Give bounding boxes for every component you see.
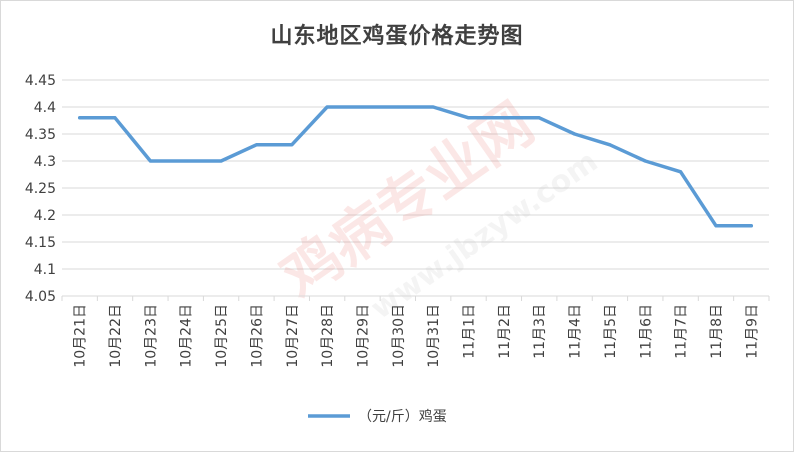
y-tick-label: 4.4 [34, 100, 56, 116]
data-point [184, 159, 188, 163]
x-tick-label: 10月28日 [320, 304, 336, 368]
x-tick-label: 10月25日 [214, 304, 230, 368]
data-point [360, 105, 364, 109]
x-tick-label: 11月8日 [709, 304, 725, 359]
data-point [608, 143, 612, 147]
data-point [679, 170, 683, 174]
x-tick-label: 11月3日 [532, 304, 548, 359]
x-tick-label: 10月26日 [249, 304, 265, 368]
x-tick-label: 10月23日 [143, 304, 159, 368]
y-tick-label: 4.25 [25, 181, 56, 197]
x-tick-label: 11月6日 [638, 304, 654, 359]
x-tick-label: 10月30日 [391, 304, 407, 368]
data-point [714, 224, 718, 228]
data-point [325, 105, 329, 109]
x-tick-label: 10月21日 [73, 304, 89, 368]
y-tick-label: 4.15 [25, 235, 56, 251]
data-point [290, 143, 294, 147]
x-tick-label: 10月24日 [179, 304, 195, 368]
legend-label: （元/斤）鸡蛋 [358, 408, 447, 425]
x-tick-label: 11月9日 [744, 304, 760, 359]
series-line [77, 105, 754, 228]
data-point [219, 159, 223, 163]
x-tick-label: 11月2日 [497, 304, 513, 359]
y-tick-label: 4.1 [34, 262, 56, 278]
y-tick-label: 4.35 [25, 127, 56, 143]
y-tick-label: 4.3 [34, 154, 56, 170]
data-point [113, 116, 117, 120]
data-point [254, 143, 258, 147]
x-tick-label: 11月5日 [603, 304, 619, 359]
data-point [749, 224, 753, 228]
series-layer [77, 105, 754, 228]
data-point [502, 116, 506, 120]
y-tick-label: 4.05 [25, 289, 56, 305]
data-point [431, 105, 435, 109]
x-tick-label: 10月27日 [285, 304, 301, 368]
data-point [643, 159, 647, 163]
x-tick-label: 11月7日 [674, 304, 690, 359]
data-point [467, 116, 471, 120]
data-point [148, 159, 152, 163]
data-point [573, 132, 577, 136]
x-tick-label: 11月4日 [568, 304, 584, 359]
x-tick-label: 10月31日 [426, 304, 442, 368]
legend: （元/斤）鸡蛋 [308, 408, 447, 425]
x-tick-label: 10月22日 [108, 304, 124, 368]
chart-title: 山东地区鸡蛋价格走势图 [270, 23, 524, 49]
data-point [78, 116, 82, 120]
axis-layer: 4.05 4.1 4.15 4.2 4.25 4.3 4.35 4.4 4.45 10月21日 10… [25, 73, 770, 368]
y-tick-label: 4.45 [25, 73, 56, 89]
data-point [396, 105, 400, 109]
y-tick-label: 4.2 [34, 208, 56, 224]
data-point [537, 116, 541, 120]
x-tick-label: 11月1日 [462, 304, 478, 359]
x-tick-label: 10月29日 [355, 304, 371, 368]
